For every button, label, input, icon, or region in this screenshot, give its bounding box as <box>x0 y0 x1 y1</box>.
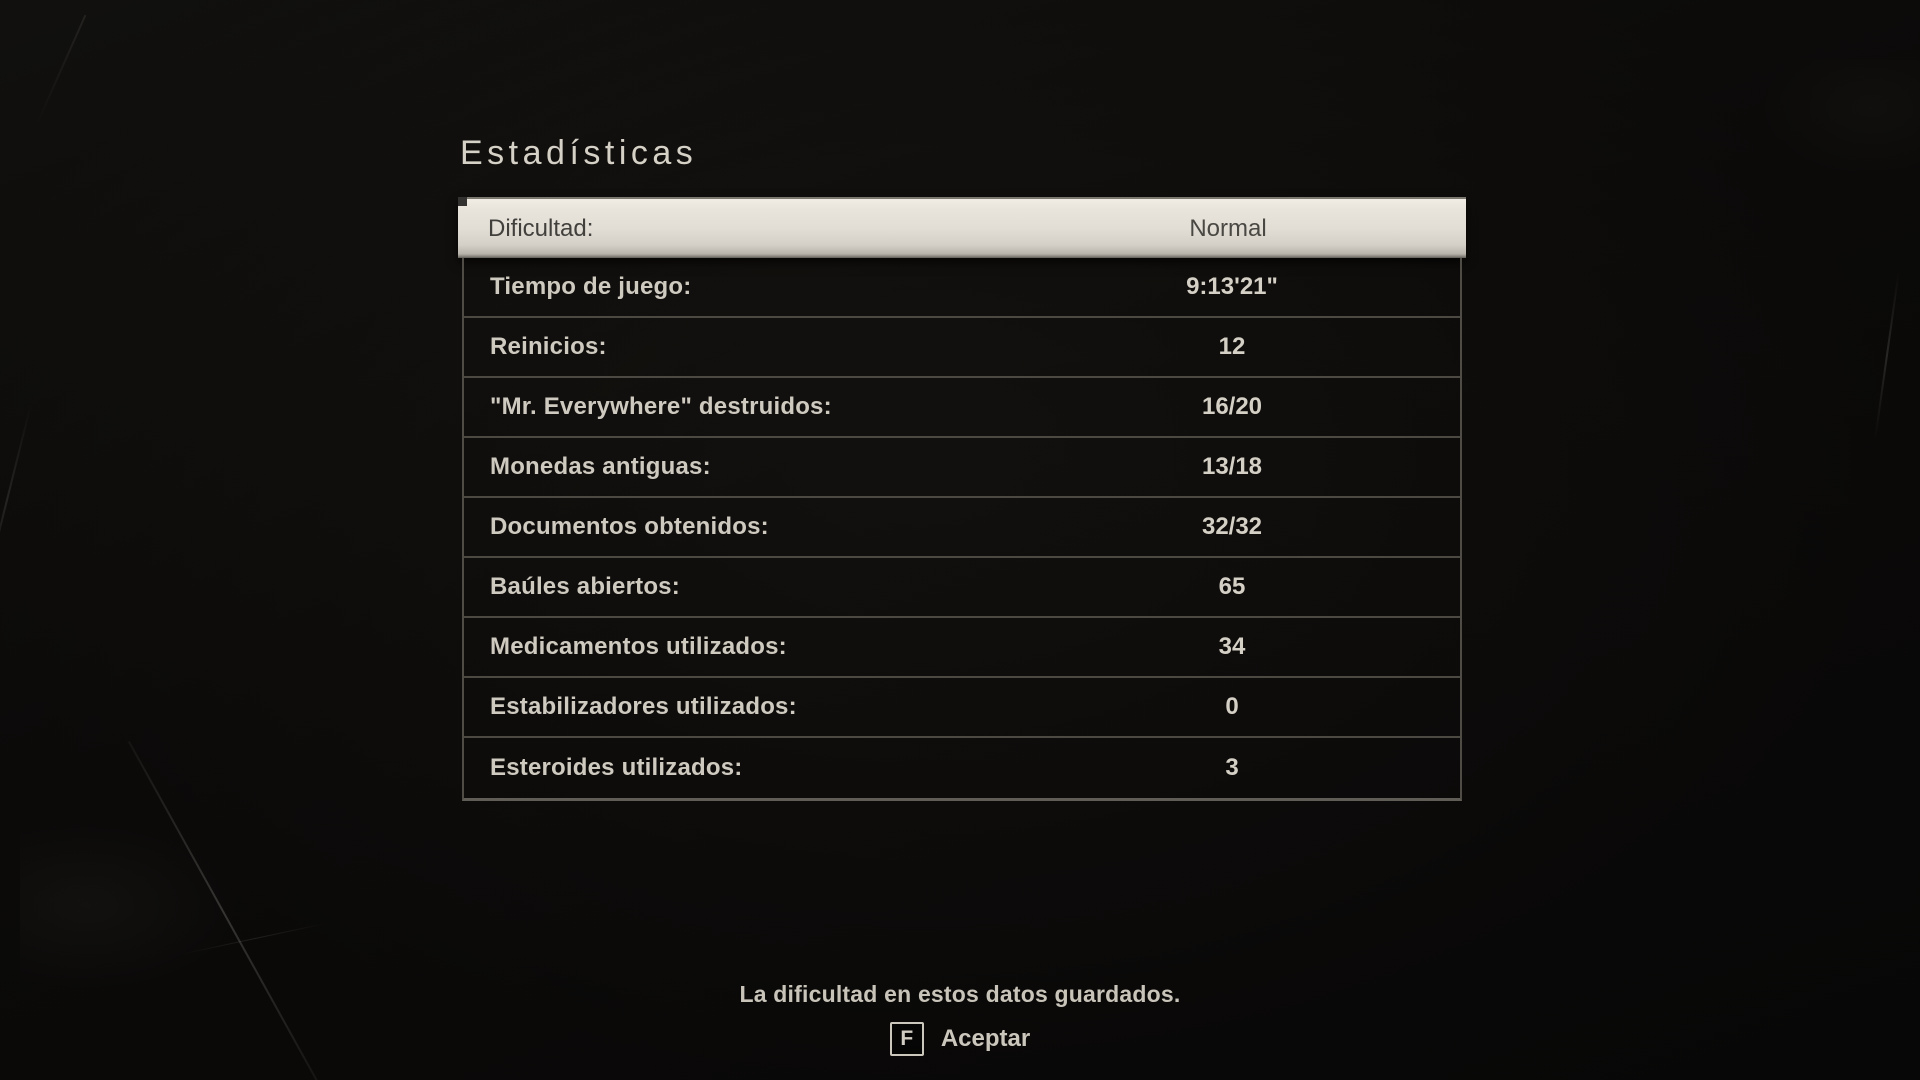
stat-value: 3 <box>1225 754 1239 781</box>
stat-value: 32/32 <box>1201 513 1263 540</box>
table-row: Monedas antiguas: 13/18 <box>464 438 1460 498</box>
table-row: Estabilizadores utilizados: 0 <box>464 678 1460 738</box>
stat-value: 0 <box>1225 693 1239 720</box>
stat-label: Esteroides utilizados: <box>490 754 743 781</box>
table-row: Tiempo de juego: 9:13'21" <box>464 258 1460 318</box>
stat-value: 12 <box>1218 333 1246 360</box>
background-scratch <box>181 922 329 955</box>
stat-value: 16/20 <box>1201 393 1263 420</box>
stat-label: Estabilizadores utilizados: <box>490 693 797 720</box>
table-row: "Mr. Everywhere" destruidos: 16/20 <box>464 378 1460 438</box>
difficulty-row[interactable]: Dificultad: Normal <box>458 197 1466 258</box>
accept-label: Aceptar <box>940 1025 1031 1052</box>
stat-label: Monedas antiguas: <box>490 453 711 480</box>
stat-value: 34 <box>1218 633 1246 660</box>
stat-value: 13/18 <box>1201 453 1263 480</box>
table-row: Baúles abiertos: 65 <box>464 558 1460 618</box>
stat-label: "Mr. Everywhere" destruidos: <box>490 393 832 420</box>
stat-label: Documentos obtenidos: <box>490 513 769 540</box>
accept-button[interactable]: F Aceptar <box>0 1022 1920 1056</box>
difficulty-label: Dificultad: <box>488 214 594 242</box>
background-texture <box>20 820 240 990</box>
stats-rows: Tiempo de juego: 9:13'21" Reinicios: 12 … <box>462 258 1462 801</box>
background-scratch <box>0 402 33 598</box>
page-title: Estadísticas <box>460 134 698 172</box>
background-scratch <box>35 14 87 126</box>
stat-value: 9:13'21" <box>1186 273 1278 300</box>
footer-message: La dificultad en estos datos guardados. <box>739 981 1181 1007</box>
f-key-icon[interactable]: F <box>889 1022 924 1056</box>
background-scratch <box>1874 270 1900 440</box>
difficulty-value: Normal <box>1189 214 1267 242</box>
table-row: Esteroides utilizados: 3 <box>464 738 1460 798</box>
table-row: Medicamentos utilizados: 34 <box>464 618 1460 678</box>
stat-label: Tiempo de juego: <box>490 273 692 300</box>
stat-value: 65 <box>1218 573 1246 600</box>
background-texture <box>1760 60 1920 180</box>
table-row: Reinicios: 12 <box>464 318 1460 378</box>
stat-label: Baúles abiertos: <box>490 573 680 600</box>
stat-label: Medicamentos utilizados: <box>490 633 787 660</box>
table-row: Documentos obtenidos: 32/32 <box>464 498 1460 558</box>
stat-label: Reinicios: <box>490 333 607 360</box>
